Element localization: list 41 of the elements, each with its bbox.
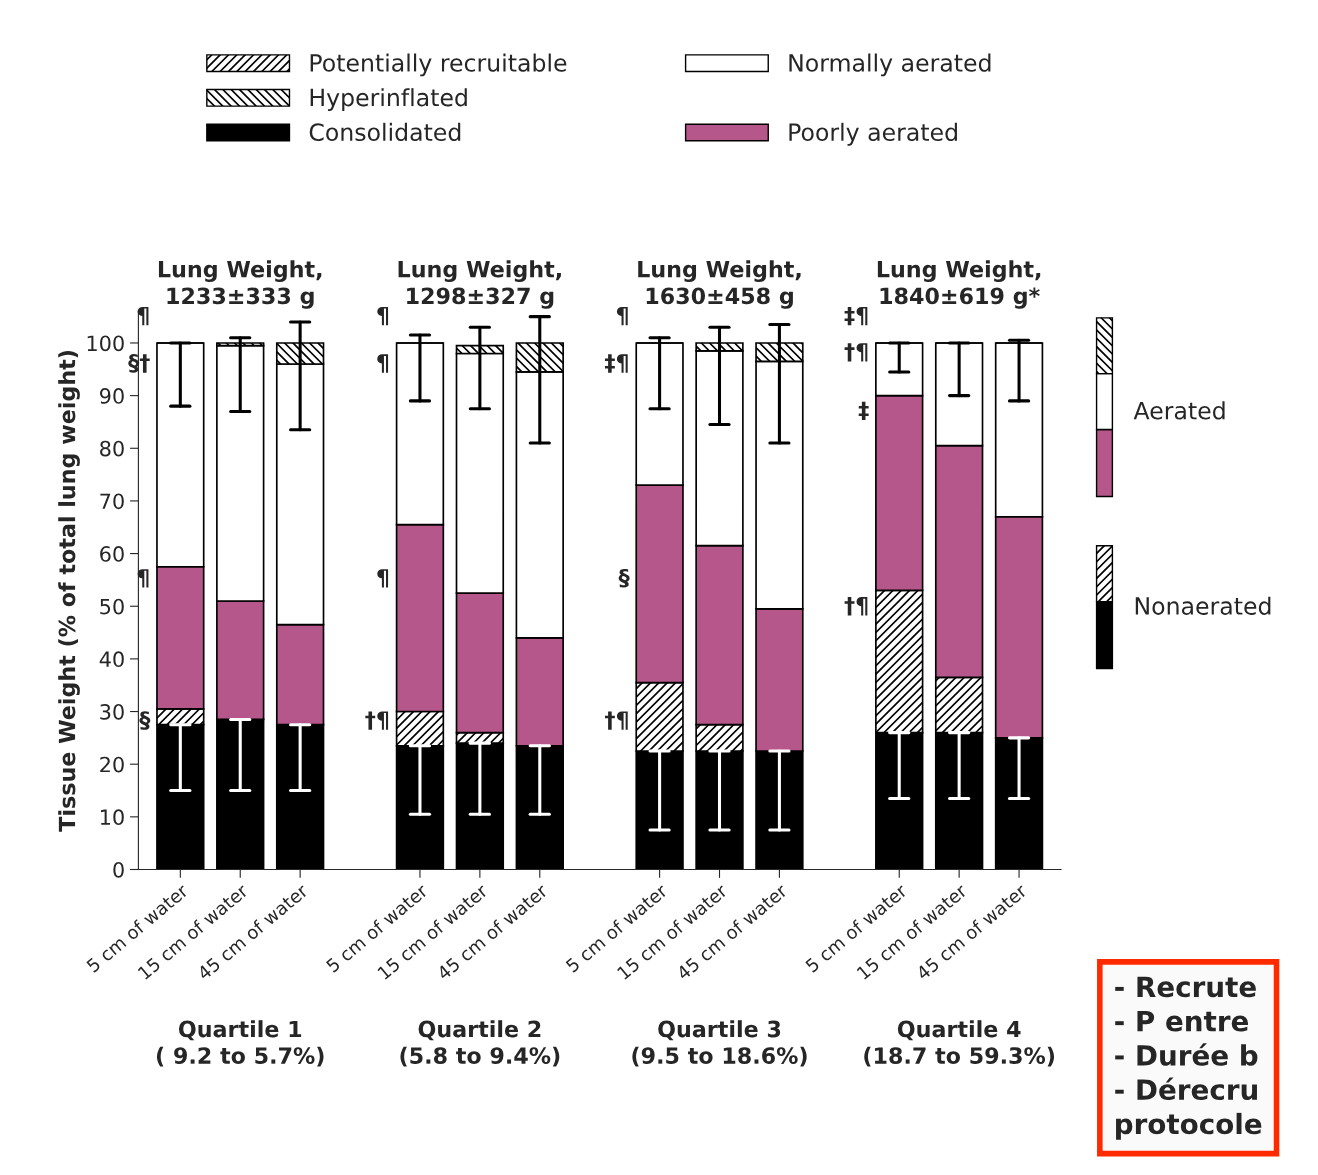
y-tick-label: 10 xyxy=(100,809,124,826)
annotation: ‡ xyxy=(858,401,869,421)
text: Quartile 4 (18.7 to 59.3%) xyxy=(864,1020,1055,1067)
text: Quartile 2 (5.8 to 9.4%) xyxy=(400,1020,560,1067)
annotation: § xyxy=(618,568,630,588)
annotation: ¶ xyxy=(377,306,389,326)
annotation: †¶ xyxy=(604,711,628,730)
legend-label: Hyperinflated xyxy=(310,88,467,111)
text: Lung Weight, 1840±619 g* xyxy=(877,260,1041,309)
text: Quartile 3 (9.5 to 18.6%) xyxy=(632,1020,807,1067)
annotation: †¶ xyxy=(365,711,389,730)
annotation: ‡¶ xyxy=(844,306,868,326)
annotation: †¶ xyxy=(844,597,868,616)
legend-label: Consolidated xyxy=(309,122,461,142)
legend-label: Normally aerated xyxy=(789,53,991,77)
annotation: †¶ xyxy=(844,343,868,362)
y-tick-label: 20 xyxy=(100,756,124,773)
text: - Recrute - P entre - Durée b - Dérecru protocole xyxy=(1115,976,1262,1140)
annotation: ‡¶ xyxy=(604,354,628,373)
text: Lung Weight, 1233±333 g xyxy=(158,260,322,309)
text: Aerated xyxy=(1133,401,1225,420)
text: Lung Weight, 1630±458 g xyxy=(638,260,801,309)
y-tick-label: 100 xyxy=(87,335,124,352)
y-tick-label: 50 xyxy=(100,598,124,615)
annotation: ¶ xyxy=(377,569,389,588)
y-tick-label: 80 xyxy=(100,440,124,457)
y-tick-label: 90 xyxy=(100,388,124,404)
legend-label: Potentially recruitable xyxy=(310,53,567,77)
y-tick-label: 40 xyxy=(99,651,124,668)
text: Nonaerated xyxy=(1135,596,1271,615)
legend-label: Poorly aerated xyxy=(789,122,957,146)
annotation: ¶ xyxy=(616,306,628,326)
text: Lung Weight, 1298±327 g xyxy=(398,260,561,309)
y-tick-label: 70 xyxy=(100,493,124,510)
annotation: § xyxy=(139,711,151,730)
y-tick-label: 0 xyxy=(113,861,124,878)
y-axis-title: Tissue Weight (% of total lung weight) xyxy=(58,351,80,832)
annotation: ¶ xyxy=(377,354,389,373)
y-tick-label: 60 xyxy=(100,546,124,562)
y-tick-label: 30 xyxy=(100,703,124,720)
text: Quartile 1 ( 9.2 to 5.7%) xyxy=(156,1020,324,1067)
